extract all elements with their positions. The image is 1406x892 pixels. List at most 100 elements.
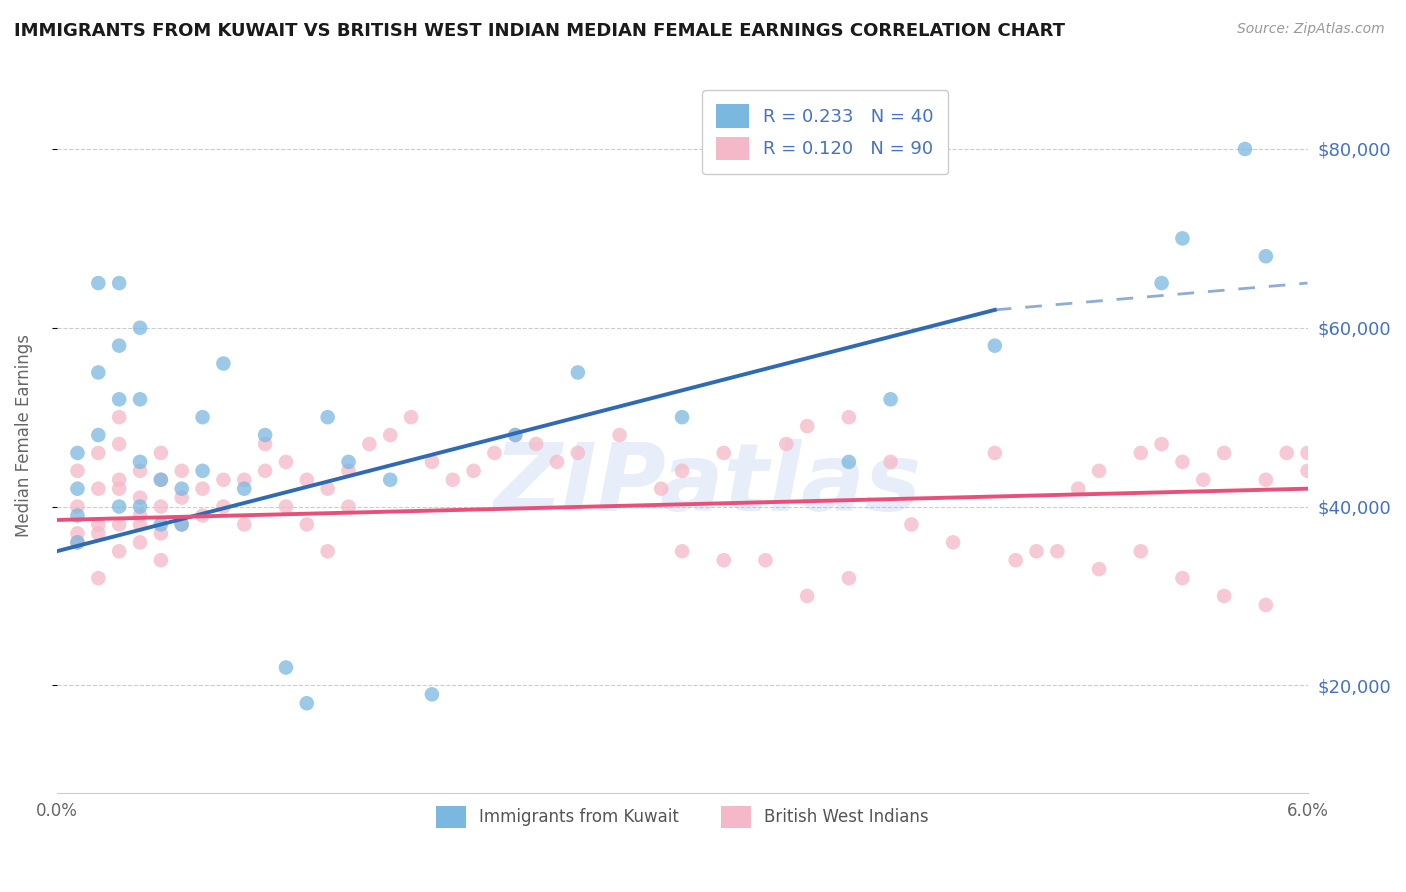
Point <box>274 455 297 469</box>
Point <box>1171 571 1194 585</box>
Point <box>233 482 256 496</box>
Point <box>1088 562 1111 576</box>
Point <box>149 500 172 514</box>
Point <box>609 428 631 442</box>
Point <box>879 455 901 469</box>
Point <box>254 464 277 478</box>
Point <box>441 473 464 487</box>
Point <box>1046 544 1069 558</box>
Point <box>170 517 193 532</box>
Point <box>1025 544 1047 558</box>
Text: Source: ZipAtlas.com: Source: ZipAtlas.com <box>1237 22 1385 37</box>
Point <box>129 455 152 469</box>
Point <box>66 535 89 549</box>
Point <box>316 482 339 496</box>
Point <box>108 517 131 532</box>
Point <box>129 392 152 407</box>
Point <box>879 392 901 407</box>
Point <box>503 428 526 442</box>
Point <box>129 508 152 523</box>
Point <box>463 464 485 478</box>
Point <box>129 517 152 532</box>
Point <box>108 482 131 496</box>
Point <box>212 500 235 514</box>
Point <box>1150 437 1173 451</box>
Point <box>295 517 318 532</box>
Point <box>713 446 735 460</box>
Point <box>129 491 152 505</box>
Point <box>838 455 860 469</box>
Point <box>399 410 422 425</box>
Point <box>87 446 110 460</box>
Point <box>274 660 297 674</box>
Point <box>984 446 1007 460</box>
Point <box>66 500 89 514</box>
Point <box>796 589 818 603</box>
Point <box>87 517 110 532</box>
Point <box>503 428 526 442</box>
Point <box>650 482 672 496</box>
Point <box>380 428 402 442</box>
Point <box>108 500 131 514</box>
Point <box>359 437 381 451</box>
Point <box>149 517 172 532</box>
Point <box>191 464 214 478</box>
Point <box>108 473 131 487</box>
Point <box>1171 231 1194 245</box>
Point <box>984 338 1007 352</box>
Point <box>420 455 443 469</box>
Point <box>191 410 214 425</box>
Point <box>191 482 214 496</box>
Point <box>233 517 256 532</box>
Point <box>66 446 89 460</box>
Point <box>1213 589 1236 603</box>
Point <box>212 473 235 487</box>
Point <box>838 410 860 425</box>
Point <box>1192 473 1215 487</box>
Point <box>420 687 443 701</box>
Point <box>796 419 818 434</box>
Point <box>484 446 506 460</box>
Point <box>129 464 152 478</box>
Point <box>567 366 589 380</box>
Point <box>1296 464 1319 478</box>
Point <box>108 392 131 407</box>
Point <box>380 473 402 487</box>
Point <box>942 535 965 549</box>
Point <box>1088 464 1111 478</box>
Point <box>567 446 589 460</box>
Point <box>1004 553 1026 567</box>
Point <box>1275 446 1298 460</box>
Point <box>254 437 277 451</box>
Point <box>170 464 193 478</box>
Point <box>671 544 693 558</box>
Point <box>254 428 277 442</box>
Point <box>295 696 318 710</box>
Point <box>129 500 152 514</box>
Point <box>274 500 297 514</box>
Point <box>149 473 172 487</box>
Point <box>191 508 214 523</box>
Point <box>1254 249 1277 263</box>
Point <box>1213 446 1236 460</box>
Point <box>337 500 360 514</box>
Point <box>900 517 922 532</box>
Point <box>212 357 235 371</box>
Point <box>87 366 110 380</box>
Point <box>170 491 193 505</box>
Point <box>1254 598 1277 612</box>
Point <box>337 455 360 469</box>
Point <box>66 464 89 478</box>
Point <box>316 544 339 558</box>
Point <box>1233 142 1256 156</box>
Point <box>149 446 172 460</box>
Point <box>316 410 339 425</box>
Point <box>170 517 193 532</box>
Point <box>108 437 131 451</box>
Point <box>129 320 152 334</box>
Point <box>149 553 172 567</box>
Point <box>1171 455 1194 469</box>
Point <box>66 535 89 549</box>
Point <box>295 473 318 487</box>
Point <box>337 464 360 478</box>
